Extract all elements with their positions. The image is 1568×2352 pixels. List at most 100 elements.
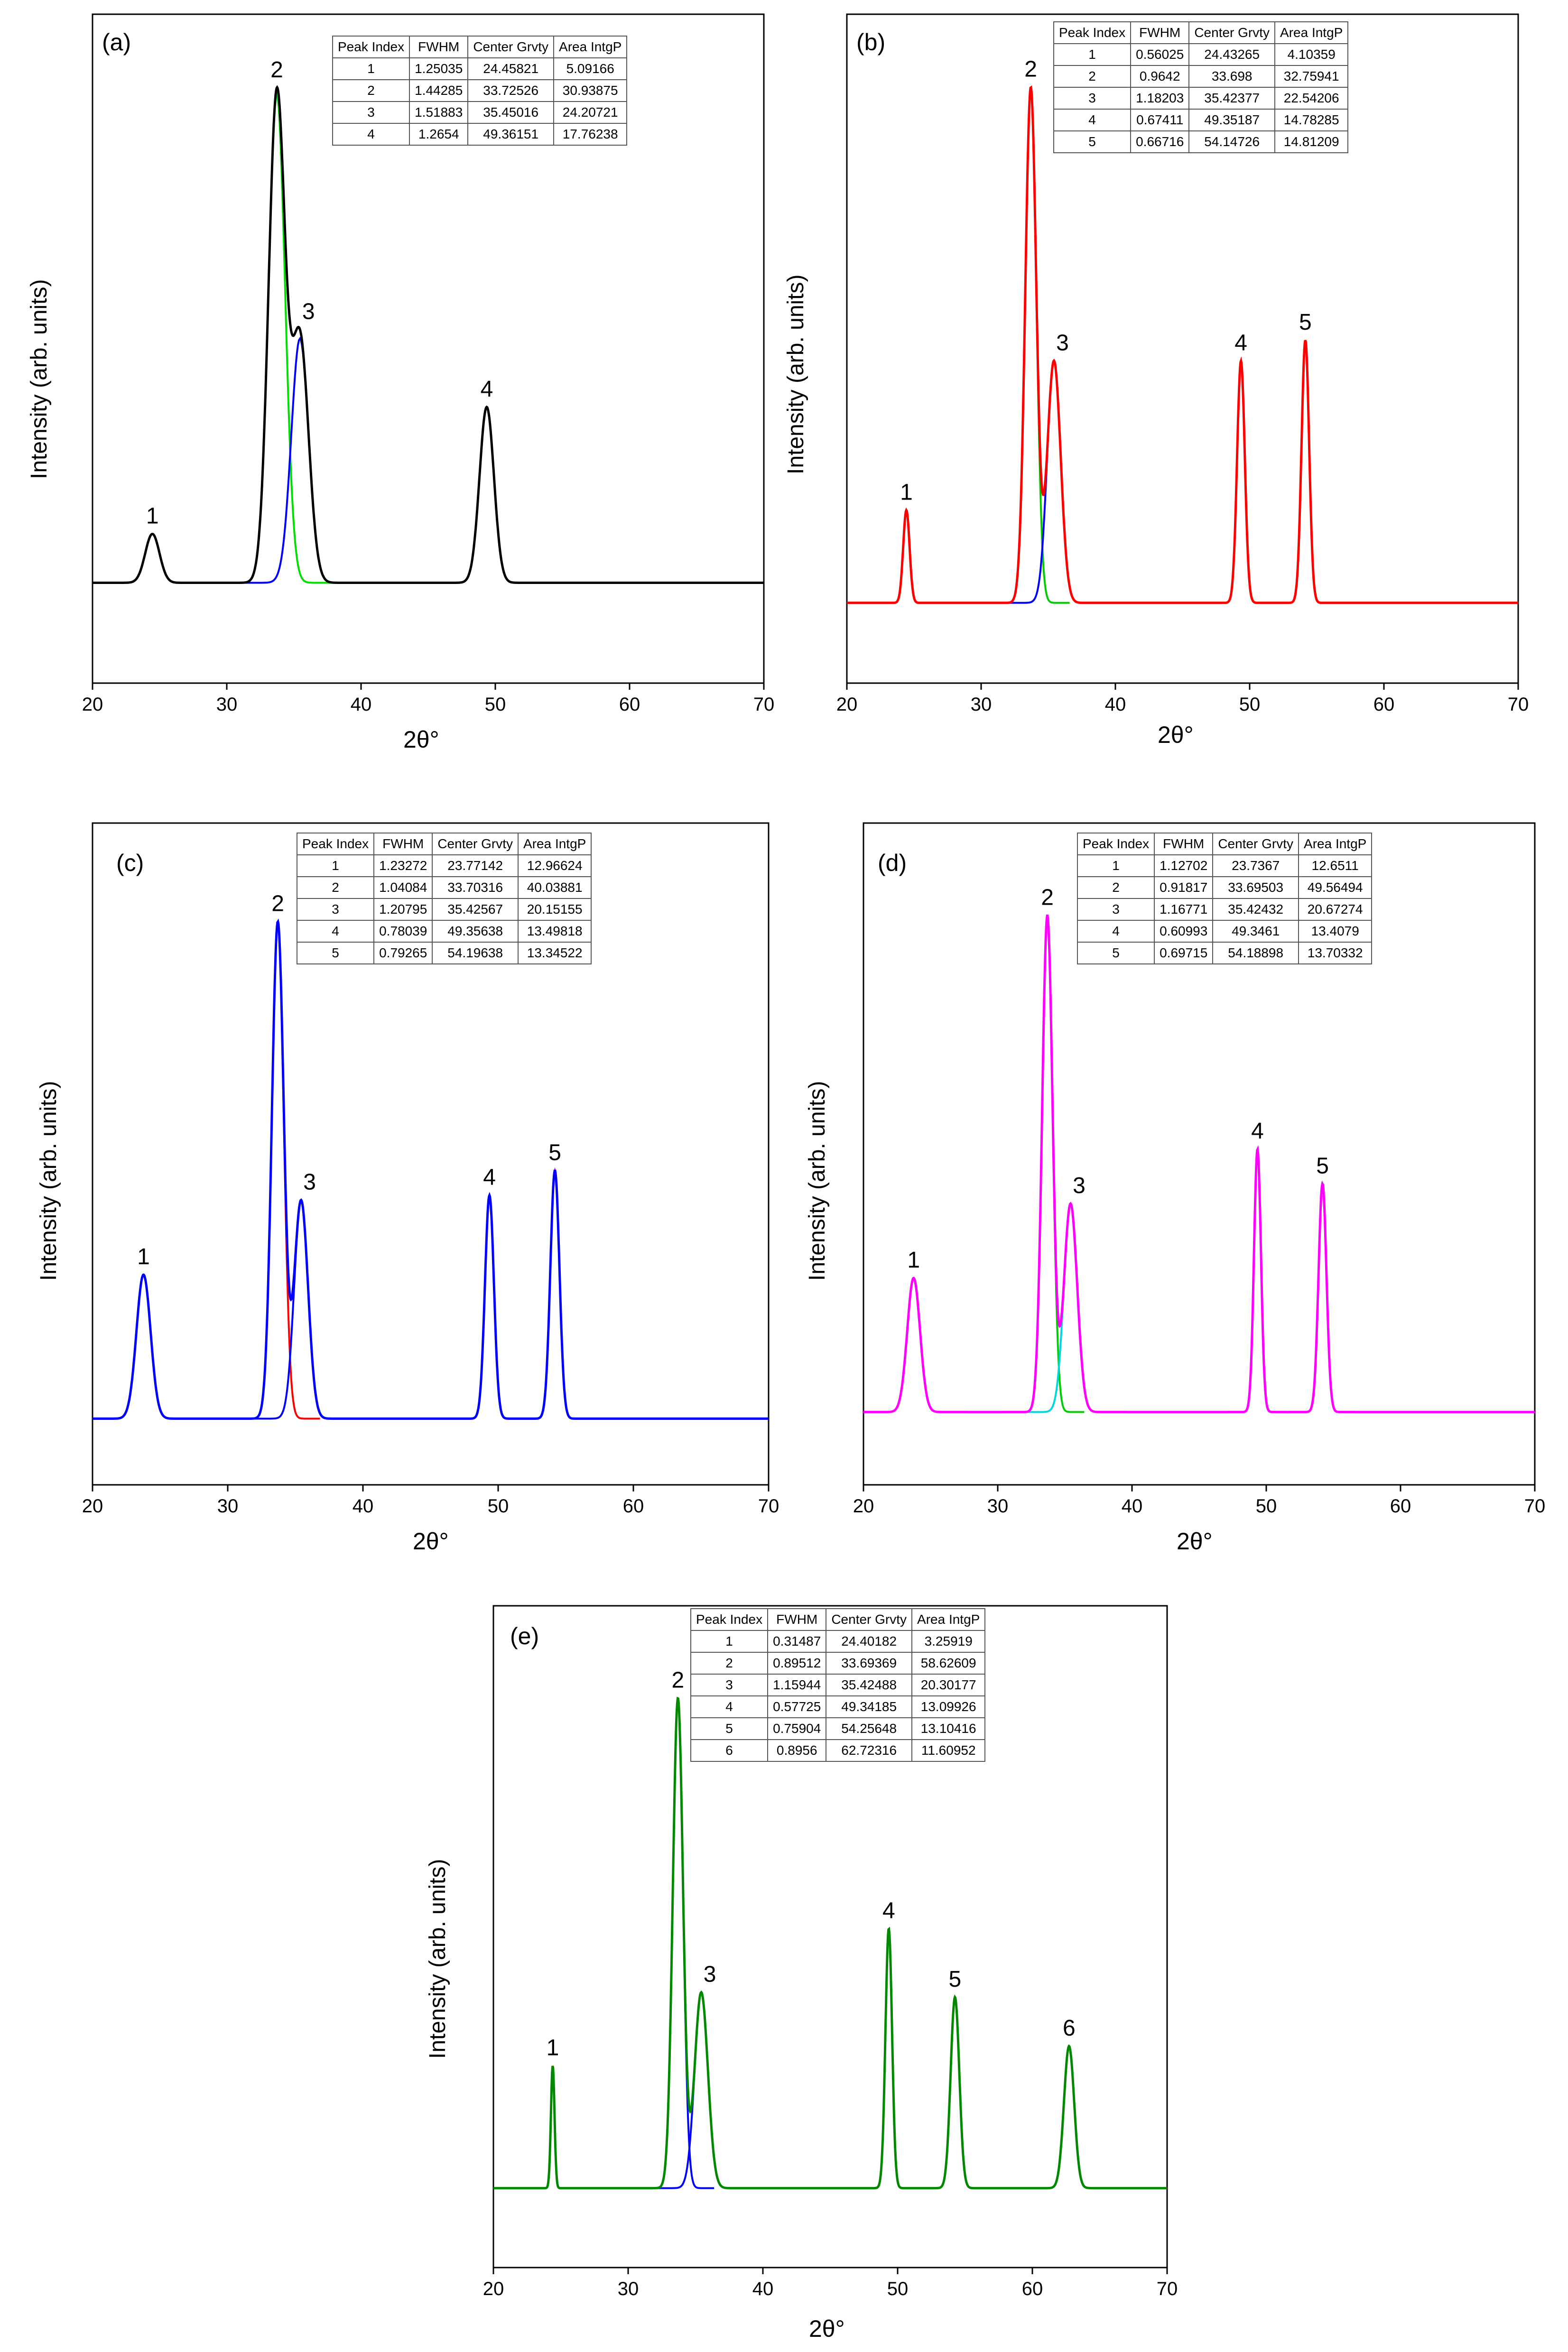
peak-label: 3 — [302, 299, 315, 324]
table-cell: 1.51883 — [409, 101, 469, 124]
table-cell: 12.96624 — [518, 854, 592, 877]
table-header-cell: FWHM — [1154, 833, 1214, 855]
peak-table: Peak Index FWHM Center Grvty Area IntgP 1 0.5… — [1053, 21, 1349, 153]
x-tick-label: 30 — [971, 694, 992, 715]
table-cell: 1.18203 — [1130, 87, 1190, 110]
table-cell: 54.18898 — [1212, 942, 1299, 964]
table-header-row: Peak Index FWHM Center Grvty Area IntgP — [1076, 833, 1373, 855]
table-cell: 0.91817 — [1154, 876, 1214, 899]
table-cell: 1 — [1076, 854, 1155, 877]
x-tick-label: 20 — [82, 694, 103, 715]
x-tick-label: 70 — [753, 694, 775, 715]
table-cell: 35.42432 — [1212, 898, 1299, 921]
table-row: 3 1.15944 35.42488 20.30177 — [690, 1674, 986, 1696]
table-cell: 2 — [690, 1652, 769, 1675]
x-tick-label: 30 — [217, 1496, 239, 1517]
table-header-row: Peak Index FWHM Center Grvty Area IntgP — [296, 833, 592, 855]
table-cell: 5.09166 — [553, 57, 628, 80]
axes-frame — [492, 1605, 1168, 2269]
table-cell: 1.04084 — [373, 876, 433, 899]
table-header-row: Peak Index FWHM Center Grvty Area IntgP — [332, 36, 628, 58]
peak-label: 5 — [949, 1967, 962, 1992]
table-cell: 0.31487 — [767, 1630, 827, 1653]
x-tick-label: 70 — [1524, 1496, 1546, 1517]
table-cell: 1.23272 — [373, 854, 433, 877]
table-row: 1 0.56025 24.43265 4.10359 — [1053, 43, 1349, 66]
table-header-cell: Center Grvty — [826, 1608, 913, 1631]
table-cell: 3 — [296, 898, 375, 921]
table-cell: 5 — [690, 1717, 769, 1740]
x-tick-label: 40 — [1122, 1496, 1143, 1517]
table-cell: 0.78039 — [373, 920, 433, 943]
peak-table: Peak Index FWHM Center Grvty Area IntgP 1 1.2… — [296, 833, 592, 964]
table-cell: 20.67274 — [1298, 898, 1373, 921]
table-cell: 24.40182 — [826, 1630, 913, 1653]
x-axis-title: 2θ° — [1158, 722, 1194, 748]
axes-frame — [863, 822, 1536, 1486]
table-row: 1 1.25035 24.45821 5.09166 — [332, 57, 628, 80]
panel-d: 20 30 40 50 60 70 1 2 3 4 5 (d) Intensity (arb. un… — [805, 822, 1546, 1555]
table-header-cell: Peak Index — [296, 833, 375, 855]
table-cell: 54.14726 — [1188, 130, 1276, 153]
table-cell: 1 — [332, 57, 410, 80]
peak-label: 3 — [303, 1170, 316, 1195]
x-tick-label: 70 — [758, 1496, 779, 1517]
peak-label: 1 — [907, 1248, 920, 1273]
table-header-row: Peak Index FWHM Center Grvty Area IntgP — [1053, 21, 1349, 44]
table-cell: 35.42377 — [1188, 87, 1276, 110]
table-row: 4 0.57725 49.34185 13.09926 — [690, 1695, 986, 1718]
x-tick-label: 40 — [353, 1496, 374, 1517]
table-header-cell: Area IntgP — [1274, 21, 1349, 44]
x-tick-label: 30 — [987, 1496, 1009, 1517]
table-row: 3 1.18203 35.42377 22.54206 — [1053, 87, 1349, 110]
table-cell: 35.42488 — [826, 1674, 913, 1696]
panel-label: (a) — [102, 29, 131, 56]
table-cell: 3.25919 — [911, 1630, 986, 1653]
peak-component — [641, 1698, 714, 2189]
axes-frame — [92, 822, 770, 1486]
fit-line — [493, 1696, 1167, 2190]
table-row: 2 0.91817 33.69503 49.56494 — [1076, 876, 1373, 899]
table-cell: 24.20721 — [553, 101, 628, 124]
table-cell: 23.7367 — [1212, 854, 1299, 877]
table-cell: 40.03881 — [518, 876, 592, 899]
table-row: 2 1.44285 33.72526 30.93875 — [332, 79, 628, 102]
peak-label: 3 — [704, 1962, 716, 1987]
table-header-cell: Area IntgP — [553, 36, 628, 58]
table-header-cell: FWHM — [373, 833, 433, 855]
peak-label: 5 — [548, 1140, 561, 1165]
table-row: 4 0.67411 49.35187 14.78285 — [1053, 109, 1349, 131]
table-cell: 13.4079 — [1298, 920, 1373, 943]
table-cell: 3 — [690, 1674, 769, 1696]
table-cell: 1.2654 — [409, 123, 469, 146]
table-cell: 2 — [1053, 65, 1132, 88]
x-tick-label: 70 — [1157, 2278, 1178, 2299]
peak-component — [1033, 2044, 1105, 2189]
table-row: 4 0.78039 49.35638 13.49818 — [296, 920, 592, 943]
table-cell: 0.89512 — [767, 1652, 827, 1675]
peak-table: Peak Index FWHM Center Grvty Area IntgP 1 1.2… — [332, 36, 628, 146]
table-cell: 32.75941 — [1274, 65, 1349, 88]
table-cell: 62.72316 — [826, 1739, 913, 1762]
table-header-cell: Peak Index — [332, 36, 410, 58]
table-cell: 1 — [1053, 43, 1132, 66]
peak-label: 2 — [672, 1667, 685, 1693]
table-cell: 49.56494 — [1298, 876, 1373, 899]
table-cell: 5 — [296, 942, 375, 964]
table-row: 1 1.12702 23.7367 12.6511 — [1076, 854, 1373, 877]
table-cell: 0.66716 — [1130, 130, 1190, 153]
x-tick-label: 20 — [82, 1496, 103, 1517]
table-cell: 49.36151 — [467, 123, 555, 146]
x-tick-label: 70 — [1508, 694, 1529, 715]
table-cell: 13.10416 — [911, 1717, 986, 1740]
table-cell: 1.16771 — [1154, 898, 1214, 921]
panel-label: (e) — [510, 1623, 539, 1649]
table-cell: 12.6511 — [1298, 854, 1373, 877]
x-tick-label: 60 — [619, 694, 640, 715]
table-cell: 0.75904 — [767, 1717, 827, 1740]
table-cell: 4 — [1076, 920, 1155, 943]
peak-label: 6 — [1063, 2016, 1076, 2041]
table-cell: 49.3461 — [1212, 920, 1299, 943]
